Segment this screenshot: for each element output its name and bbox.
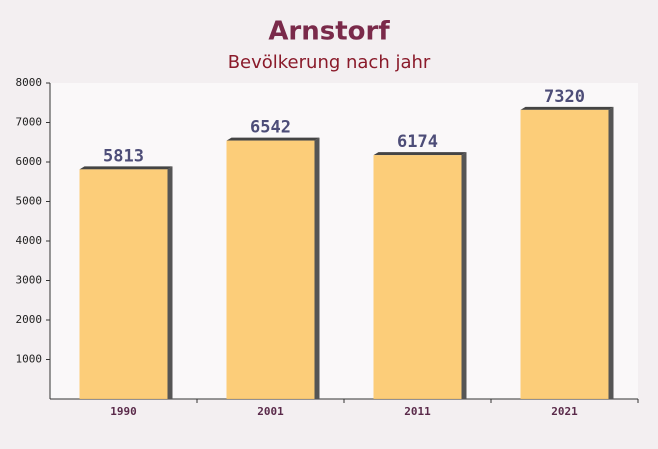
bar-shadow: [314, 137, 320, 399]
x-tick-label: 2001: [257, 405, 284, 418]
value-label: 5813: [103, 146, 144, 166]
bar-shadow-top: [373, 152, 467, 156]
y-tick-label: 6000: [16, 155, 43, 168]
value-label: 6542: [250, 118, 291, 138]
bar: [79, 169, 168, 399]
bar-shadow-top: [226, 137, 320, 141]
bar-shadow: [608, 106, 614, 400]
chart-title: Arnstorf: [268, 17, 390, 47]
x-tick-label: 2021: [551, 405, 578, 418]
bar: [373, 155, 462, 399]
x-tick-label: 2011: [404, 405, 431, 418]
bar-shadow-top: [520, 106, 614, 110]
bar-shadow: [167, 166, 173, 399]
value-label: 7320: [544, 87, 585, 107]
value-label: 6174: [397, 132, 438, 152]
y-tick-label: 2000: [16, 313, 43, 326]
y-tick-label: 4000: [16, 234, 43, 247]
y-tick-label: 7000: [16, 116, 43, 129]
bar: [520, 109, 609, 400]
chart-subtitle: Bevölkerung nach jahr: [228, 52, 431, 73]
bar: [226, 140, 315, 399]
y-tick-label: 3000: [16, 274, 43, 287]
y-tick-label: 5000: [16, 195, 43, 208]
bar-shadow: [461, 152, 467, 399]
bar-shadow-top: [79, 166, 173, 170]
y-tick-label: 8000: [16, 76, 43, 89]
x-tick-label: 1990: [110, 405, 137, 418]
y-tick-label: 1000: [16, 353, 43, 366]
